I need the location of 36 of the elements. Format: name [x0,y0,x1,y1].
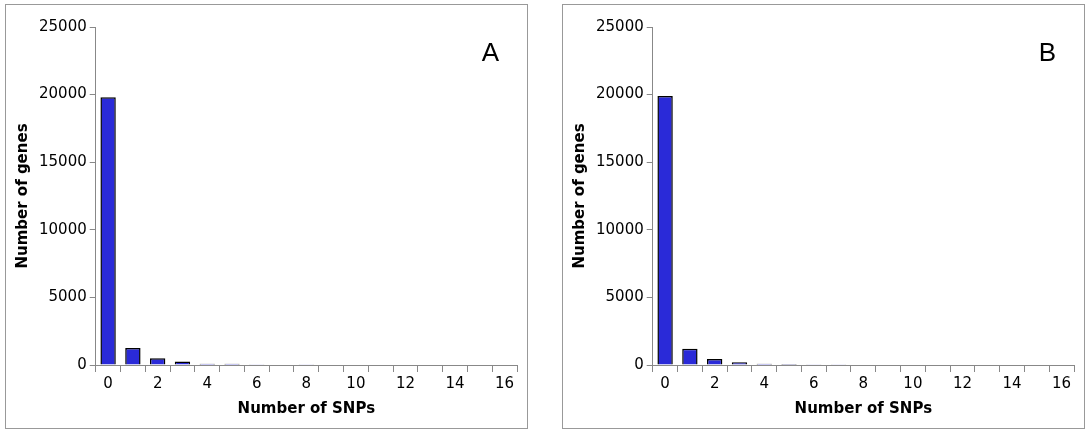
x-axis-title: Number of SNPs [237,398,376,417]
x-tick-label: 14 [445,373,465,392]
y-tick-label: 10000 [39,219,87,238]
x-tick-label: 0 [660,373,670,392]
x-tick-label: 0 [103,373,113,392]
y-tick-label: 15000 [39,152,87,171]
y-tick-label: 0 [77,354,87,373]
y-axis-title: Number of genes [12,123,31,269]
x-axis-title: Number of SNPs [794,398,933,417]
y-tick-label: 5000 [605,287,644,306]
x-tick-label: 6 [252,373,262,392]
x-tick-label: 2 [709,373,720,392]
y-tick-label: 0 [634,354,644,373]
y-tick-label: 25000 [39,16,87,35]
x-tick-label: 2 [152,373,163,392]
x-tick-label: 4 [759,373,770,392]
y-tick-label: 10000 [596,219,644,238]
x-tick-label: 12 [395,373,416,392]
x-tick-label: 8 [301,373,312,392]
x-tick-label: 10 [903,373,923,392]
y-tick-label: 25000 [596,16,644,35]
x-tick-label: 16 [1052,373,1072,392]
x-tick-label: 8 [858,373,869,392]
x-tick-label: 4 [202,373,213,392]
x-tick-label: 6 [809,373,819,392]
y-tick-label: 20000 [39,84,87,103]
y-tick-label: 20000 [596,84,644,103]
x-tick-label: 14 [1002,373,1022,392]
y-tick-label: 5000 [48,287,87,306]
x-tick-label: 12 [952,373,973,392]
x-tick-label: 10 [346,373,366,392]
annotation: A [481,37,500,68]
x-tick-label: 16 [495,373,515,392]
y-tick-label: 15000 [596,152,644,171]
y-axis-title: Number of genes [569,123,588,269]
annotation: B [1038,37,1056,68]
